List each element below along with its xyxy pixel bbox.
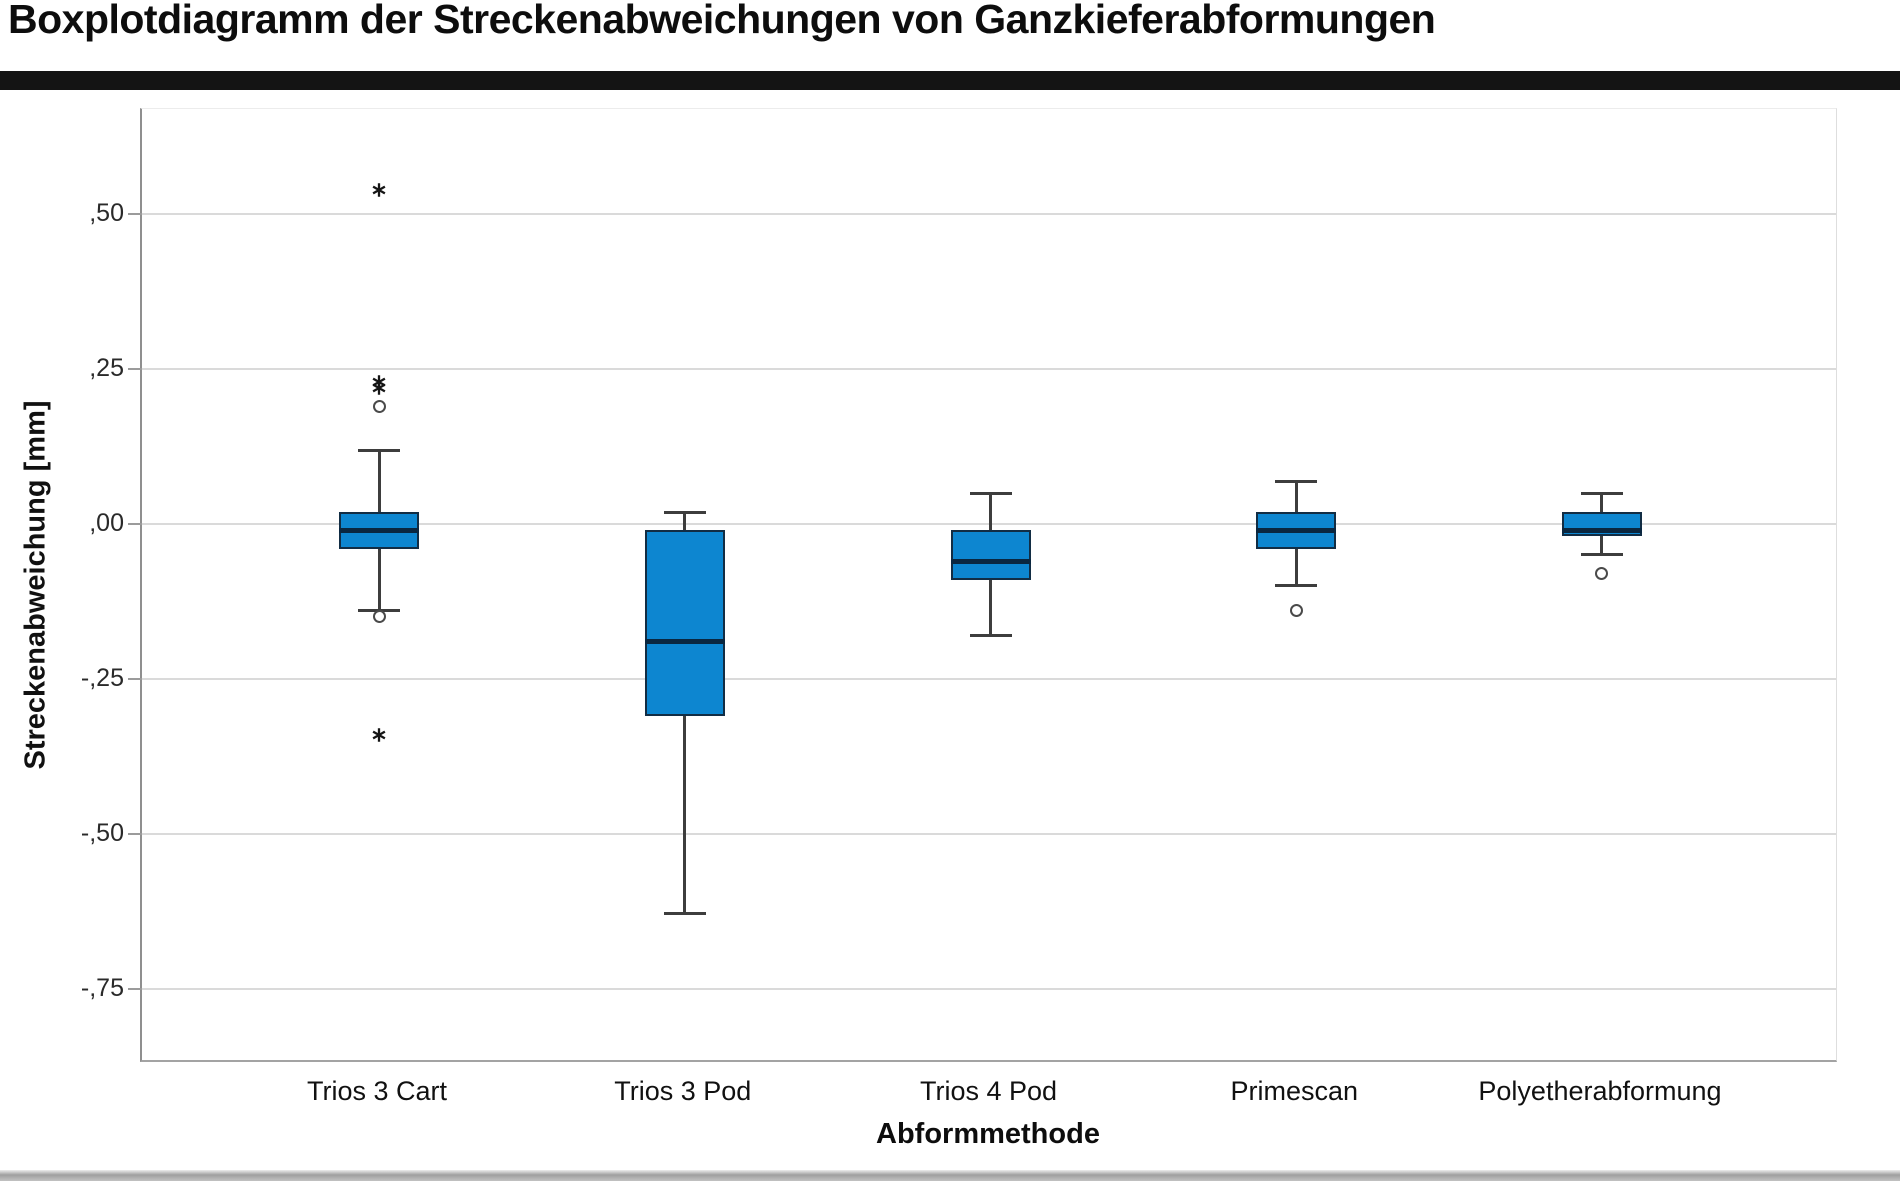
y-axis-tick [128,677,142,680]
y-tick-label: -,75 [80,973,124,1002]
y-tick-label: ,25 [89,354,124,383]
x-category-label-trios-3-cart: Trios 3 Cart [306,1076,448,1106]
figure-title: Boxplotdiagramm der Streckenabweichungen… [8,0,1436,42]
x-category-label-trios-4-pod: Trios 4 Pod [919,1076,1058,1106]
extreme-outlier-star-trios-3-cart [371,727,387,743]
y-tick-label: ,50 [89,199,124,228]
whisker-cap-top-trios-3-cart [358,448,400,452]
whisker-cap-bottom-trios-3-pod [663,912,706,916]
median-line-primescan [1256,527,1337,533]
y-tick-label: ,00 [89,509,124,538]
x-category-label-polyetherabformung: Polyetherabformung [1478,1076,1722,1106]
whisker-cap-top-primescan [1275,479,1318,483]
whisker-cap-bottom-trios-4-pod [969,633,1012,637]
outlier-circle-polyetherabformung [1595,567,1609,581]
outlier-circle-trios-3-cart [372,399,386,413]
whisker-cap-bottom-primescan [1275,584,1318,587]
extreme-outlier-star-trios-3-cart [371,182,387,198]
bottom-divider-bar [0,1170,1900,1181]
outlier-circle-primescan [1289,604,1303,618]
y-axis-tick [128,213,142,216]
whisker-cap-bottom-polyetherabformung [1580,553,1623,557]
y-axis-tick [128,368,142,371]
gridline [142,213,1836,216]
box-trios-4-pod [950,530,1031,580]
outlier-circle-trios-3-cart [372,610,386,624]
extreme-outlier-star-trios-3-cart [371,380,387,396]
median-line-polyetherabformung [1561,527,1642,533]
plot-area [128,108,1837,1062]
whisker-cap-top-polyetherabformung [1580,492,1623,496]
y-tick-label: -,50 [80,818,124,847]
median-line-trios-3-pod [644,639,725,645]
y-axis-tick [128,832,142,835]
y-axis-tick [128,987,142,990]
gridline [142,832,1836,835]
gridline [142,677,1836,680]
y-axis-tick [128,523,142,526]
median-line-trios-3-cart [339,527,419,533]
title-divider-bar [0,71,1900,90]
whisker-cap-top-trios-4-pod [969,492,1012,496]
box-trios-3-pod [644,530,725,717]
median-line-trios-4-pod [950,558,1031,564]
x-axis-title: Abformmethode [876,1118,1100,1150]
x-category-label-trios-3-pod: Trios 3 Pod [614,1076,752,1106]
whisker-cap-top-trios-3-pod [663,510,706,514]
y-tick-label: -,25 [80,663,124,692]
gridline [142,987,1836,990]
whisker-cap-bottom-trios-3-cart [358,608,400,612]
y-axis-title: Streckenabweichung [mm] [19,400,52,770]
x-category-label-primescan: Primescan [1230,1076,1358,1106]
gridline [142,368,1836,371]
